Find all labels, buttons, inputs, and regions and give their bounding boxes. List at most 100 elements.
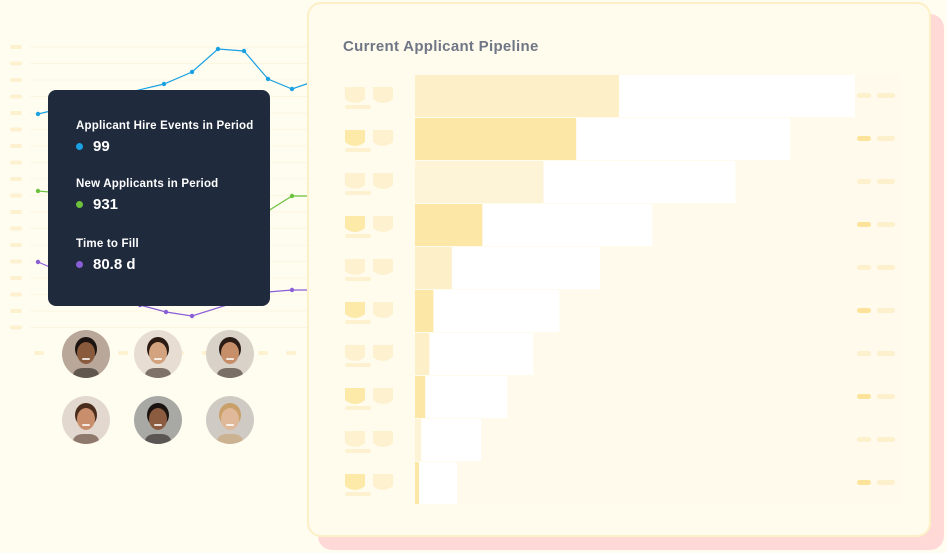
axis-tick-placeholder xyxy=(34,351,44,355)
trend-point xyxy=(163,309,169,315)
stage-badge-icon xyxy=(373,130,393,146)
axis-tick-placeholder xyxy=(118,351,128,355)
purple-dot-icon xyxy=(76,261,83,268)
value-pill xyxy=(877,437,895,442)
axis-tick-placeholder xyxy=(10,309,22,313)
value-pill xyxy=(877,308,895,313)
value-pill xyxy=(877,351,895,356)
trend-point xyxy=(35,259,41,265)
row-highlight xyxy=(425,376,508,418)
stage-badge-icon xyxy=(345,431,365,447)
axis-tick-placeholder xyxy=(286,351,296,355)
stage-badge-icon xyxy=(373,302,393,318)
avatar-man-3 xyxy=(134,396,182,444)
row-highlight xyxy=(429,333,534,375)
value-pill xyxy=(857,265,871,270)
stage-badge-icon xyxy=(373,259,393,275)
stage-badge-icon xyxy=(373,431,393,447)
value-pill xyxy=(857,351,871,356)
stage-label-placeholder xyxy=(345,492,371,496)
row-highlight xyxy=(543,161,736,203)
value-pill xyxy=(857,93,871,98)
row-highlight xyxy=(421,419,482,461)
metric-value: 99 xyxy=(93,138,110,155)
metrics-tooltip: Applicant Hire Events in Period 99 New A… xyxy=(48,90,270,306)
trend-point xyxy=(215,46,221,52)
stage-label-placeholder xyxy=(345,363,371,367)
axis-tick-placeholder xyxy=(10,276,22,280)
axis-tick-placeholder xyxy=(258,351,268,355)
stage-badge-icon xyxy=(345,345,365,361)
value-pill xyxy=(857,394,871,399)
metric-label: Applicant Hire Events in Period xyxy=(76,120,254,132)
metric-value: 80.8 d xyxy=(93,256,136,273)
axis-tick-placeholder xyxy=(10,61,22,66)
trend-point xyxy=(241,48,247,54)
value-pill xyxy=(857,308,871,313)
pipeline-funnel-chart xyxy=(345,75,901,504)
pipeline-bar xyxy=(415,204,483,246)
row-track xyxy=(415,462,901,504)
axis-tick-placeholder xyxy=(10,226,22,231)
stage-badge-icon xyxy=(345,259,365,275)
pipeline-bar xyxy=(415,333,430,375)
trend-point xyxy=(289,193,295,199)
avatar-woman-3 xyxy=(206,396,254,444)
axis-tick-placeholder xyxy=(10,78,22,82)
pipeline-bar xyxy=(415,75,619,117)
stage-badge-icon xyxy=(345,474,365,490)
pipeline-card: Current Applicant Pipeline xyxy=(307,2,931,537)
metric-new-applicants: New Applicants in Period 931 xyxy=(76,178,218,213)
metric-label: Time to Fill xyxy=(76,238,139,250)
value-pill xyxy=(877,480,895,485)
metric-hire-events: Applicant Hire Events in Period 99 xyxy=(76,120,253,155)
axis-tick-placeholder xyxy=(10,177,22,181)
axis-tick-placeholder xyxy=(10,292,22,297)
pipeline-bar xyxy=(415,419,422,461)
axis-tick-placeholder xyxy=(10,259,22,264)
stage-label-placeholder xyxy=(345,277,371,281)
card-title: Current Applicant Pipeline xyxy=(343,38,539,55)
trend-point xyxy=(189,69,195,75)
trend-point xyxy=(35,111,41,117)
value-pill xyxy=(877,394,895,399)
row-track xyxy=(415,419,901,461)
trend-point xyxy=(265,76,271,82)
stage-label-placeholder xyxy=(345,148,371,152)
row-highlight xyxy=(451,247,600,289)
stage-label-placeholder xyxy=(345,191,371,195)
blue-dot-icon xyxy=(76,143,83,150)
stage-badge-icon xyxy=(345,216,365,232)
value-pill xyxy=(877,265,895,270)
row-highlight xyxy=(433,290,560,332)
value-pill xyxy=(857,437,871,442)
axis-tick-placeholder xyxy=(10,111,22,115)
avatar-grid xyxy=(62,330,258,446)
stage-badge-icon xyxy=(345,302,365,318)
green-dot-icon xyxy=(76,201,83,208)
stage-label-placeholder xyxy=(345,234,371,238)
value-pill xyxy=(857,179,871,184)
row-highlight xyxy=(482,204,653,246)
stage-label-placeholder xyxy=(345,406,371,410)
value-pill xyxy=(857,136,871,141)
pipeline-bar xyxy=(415,118,577,160)
trend-line xyxy=(37,48,319,115)
trend-point xyxy=(161,81,167,87)
trend-point xyxy=(289,86,295,92)
pipeline-bar xyxy=(415,247,452,289)
stage-badge-icon xyxy=(373,474,393,490)
metric-time-to-fill: Time to Fill 80.8 d xyxy=(76,238,139,273)
axis-tick-placeholder xyxy=(10,94,22,99)
stage-badge-icon xyxy=(373,173,393,189)
pipeline-bar xyxy=(415,161,544,203)
trend-point xyxy=(189,313,195,319)
row-highlight xyxy=(576,118,791,160)
row-highlight xyxy=(419,462,458,504)
stage-badge-icon xyxy=(345,173,365,189)
avatar-man-1 xyxy=(62,330,110,378)
axis-tick-placeholder xyxy=(10,160,22,165)
trend-point xyxy=(289,287,295,293)
value-pill xyxy=(877,136,895,141)
stage-badge-icon xyxy=(345,388,365,404)
